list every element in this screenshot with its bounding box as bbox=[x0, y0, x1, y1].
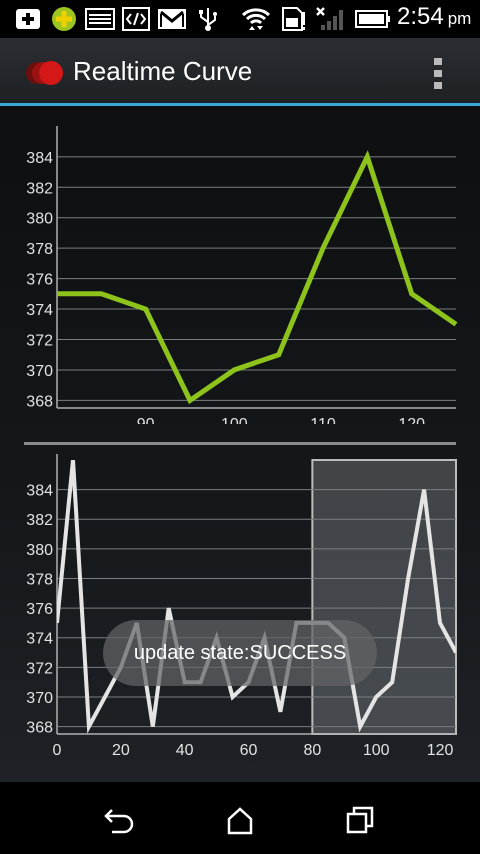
series-line bbox=[57, 150, 458, 405]
y-tick-label: 378 bbox=[26, 571, 53, 588]
y-tick-label: 376 bbox=[26, 601, 53, 618]
gallery-icon bbox=[85, 8, 115, 30]
clock-ampm: pm bbox=[447, 9, 472, 28]
gmail-icon bbox=[158, 9, 186, 29]
overview-chart[interactable]: 368 370 372 374 376 378 380 382 384 0 20 40 60 80 100 1… bbox=[0, 454, 480, 774]
x-tick-label: 110 bbox=[310, 416, 336, 424]
y-tick-label: 382 bbox=[26, 180, 53, 197]
y-tick-label: 370 bbox=[26, 363, 53, 380]
app-title: Realtime Curve bbox=[73, 56, 253, 86]
realtime-chart: 368 370 372 374 376 378 380 382 384 90 100 110 120 bbox=[0, 124, 480, 424]
x-tick-label: 60 bbox=[240, 742, 258, 759]
y-tick-label: 370 bbox=[26, 690, 53, 707]
y-tick-label: 372 bbox=[26, 660, 53, 677]
home-icon[interactable] bbox=[210, 798, 270, 840]
add-notification-icon bbox=[16, 9, 40, 29]
x-tick-label: 120 bbox=[398, 416, 425, 424]
toast-message: update state:SUCCESS bbox=[103, 620, 377, 686]
plus-badge-icon bbox=[52, 7, 76, 31]
code-icon bbox=[122, 7, 150, 31]
clock: 2:54 pm bbox=[397, 3, 471, 31]
y-tick-label: 374 bbox=[26, 302, 53, 319]
recents-icon[interactable] bbox=[330, 798, 390, 840]
record-icon[interactable] bbox=[24, 60, 66, 86]
x-tick-label: 40 bbox=[176, 742, 194, 759]
y-tick-label: 378 bbox=[26, 241, 53, 258]
y-tick-label: 380 bbox=[26, 542, 53, 559]
storage-warning-icon bbox=[282, 7, 305, 31]
y-tick-label: 380 bbox=[26, 211, 53, 228]
battery-icon bbox=[355, 10, 390, 28]
y-tick-label: 384 bbox=[26, 483, 53, 500]
wifi-icon bbox=[241, 8, 271, 30]
y-tick-label: 374 bbox=[26, 631, 53, 648]
x-tick-label: 100 bbox=[363, 742, 390, 759]
y-tick-label: 368 bbox=[26, 393, 53, 410]
x-tick-label: 0 bbox=[53, 742, 62, 759]
status-bar: 2:54 pm bbox=[0, 0, 480, 38]
chart-divider bbox=[24, 442, 456, 445]
overflow-menu-icon[interactable] bbox=[424, 56, 452, 90]
clock-time: 2:54 bbox=[397, 3, 444, 30]
y-tick-label: 376 bbox=[26, 272, 53, 289]
nav-bar bbox=[0, 782, 480, 854]
y-tick-label: 368 bbox=[26, 720, 53, 737]
y-tick-label: 372 bbox=[26, 333, 53, 350]
x-tick-label: 90 bbox=[137, 416, 155, 424]
no-signal-icon bbox=[316, 7, 343, 30]
overview-chart-svg[interactable]: 368 370 372 374 376 378 380 382 384 0 20 40 60 80 100 1… bbox=[0, 454, 480, 774]
selection-window bbox=[311, 459, 457, 735]
y-tick-label: 382 bbox=[26, 512, 53, 529]
realtime-chart-svg: 368 370 372 374 376 378 380 382 384 90 100 110 120 bbox=[26, 126, 458, 424]
x-tick-label: 80 bbox=[303, 742, 321, 759]
chart-area: 368 370 372 374 376 378 380 382 384 90 100 110 120 3… bbox=[0, 106, 480, 782]
x-tick-label: 120 bbox=[427, 742, 454, 759]
back-icon[interactable] bbox=[90, 798, 150, 840]
x-tick-label: 100 bbox=[221, 416, 248, 424]
action-bar: Realtime Curve bbox=[0, 38, 480, 106]
usb-icon bbox=[199, 8, 217, 31]
y-tick-label: 384 bbox=[26, 150, 53, 167]
x-tick-label: 20 bbox=[112, 742, 130, 759]
